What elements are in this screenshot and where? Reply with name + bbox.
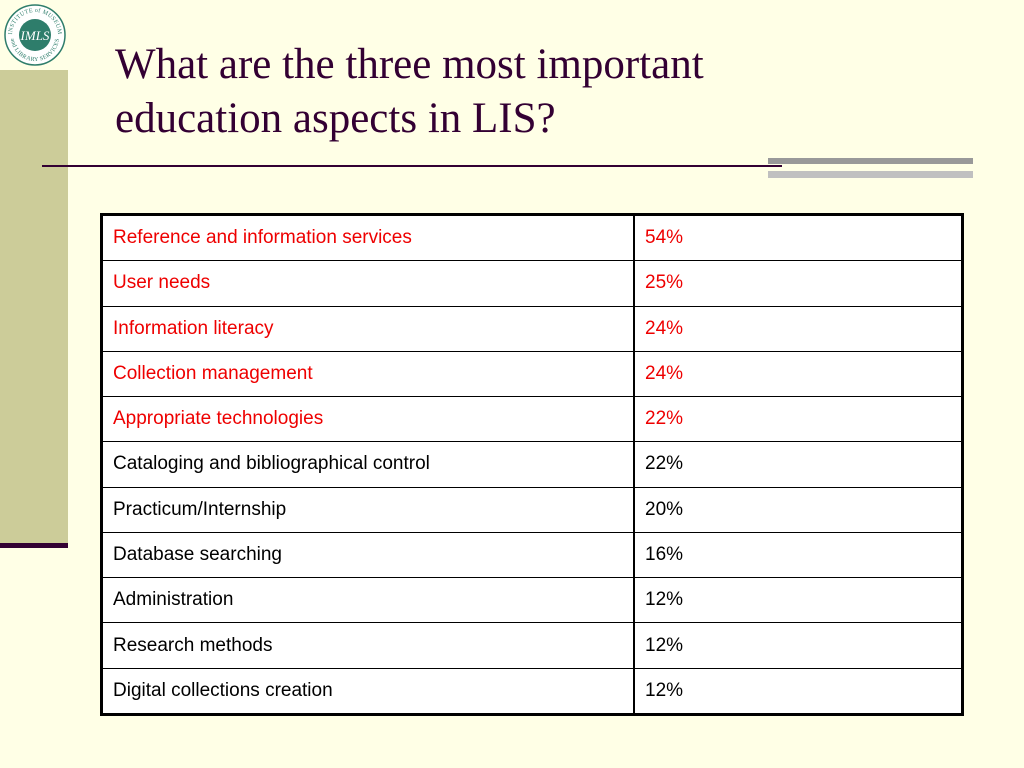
table-row: Practicum/Internship 20% — [101, 486, 963, 533]
logo-area: INSTITUTE of MUSEUM and LIBRARY SERVICES… — [0, 0, 68, 70]
table-row: Research methods 12% — [101, 622, 963, 669]
aspects-table: Reference and information services 54% Use… — [100, 213, 964, 716]
slide-title-line-2: education aspects in LIS? — [115, 95, 556, 142]
sidebar-bottom-rule — [0, 543, 68, 548]
aspect-percentage: 12% — [633, 577, 963, 624]
aspect-percentage: 16% — [633, 531, 963, 579]
slide-title: What are the three most important educat… — [115, 38, 995, 146]
table-row: Digital collections creation 12% — [101, 667, 963, 716]
table-row: Collection management 24% — [101, 350, 963, 398]
aspect-label: Digital collections creation — [101, 667, 635, 716]
aspect-label: User needs — [101, 260, 635, 307]
aspect-label: Collection management — [101, 350, 635, 398]
aspect-percentage: 25% — [633, 260, 963, 307]
aspect-label: Cataloging and bibliographical control — [101, 441, 635, 488]
aspect-percentage: 22% — [633, 441, 963, 488]
imls-logo: INSTITUTE of MUSEUM and LIBRARY SERVICES… — [4, 4, 66, 66]
aspect-label: Practicum/Internship — [101, 486, 635, 533]
logo-monogram: IMLS — [20, 28, 50, 43]
aspect-label: Administration — [101, 577, 635, 624]
aspect-percentage: 20% — [633, 486, 963, 533]
aspect-percentage: 24% — [633, 350, 963, 398]
table-row: User needs 25% — [101, 260, 963, 307]
aspect-percentage: 24% — [633, 305, 963, 352]
table-row: Appropriate technologies 22% — [101, 396, 963, 443]
title-accent-bar-light — [768, 171, 973, 178]
table-row: Administration 12% — [101, 577, 963, 624]
table-row: Database searching 16% — [101, 531, 963, 579]
slide-title-line-1: What are the three most important — [115, 41, 704, 88]
aspect-label: Research methods — [101, 622, 635, 669]
aspect-percentage: 54% — [633, 213, 963, 262]
aspect-percentage: 12% — [633, 622, 963, 669]
title-underline — [42, 165, 782, 167]
table-row: Information literacy 24% — [101, 305, 963, 352]
aspects-table-body: Reference and information services 54% Use… — [101, 213, 963, 716]
aspect-label: Appropriate technologies — [101, 396, 635, 443]
aspect-percentage: 22% — [633, 396, 963, 443]
table-row: Reference and information services 54% — [101, 213, 963, 262]
left-sidebar-decoration — [0, 70, 68, 543]
title-accent-bar-dark — [768, 158, 973, 164]
aspect-label: Reference and information services — [101, 213, 635, 262]
aspect-label: Database searching — [101, 531, 635, 579]
aspect-label: Information literacy — [101, 305, 635, 352]
aspect-percentage: 12% — [633, 667, 963, 716]
table-row: Cataloging and bibliographical control 22… — [101, 441, 963, 488]
